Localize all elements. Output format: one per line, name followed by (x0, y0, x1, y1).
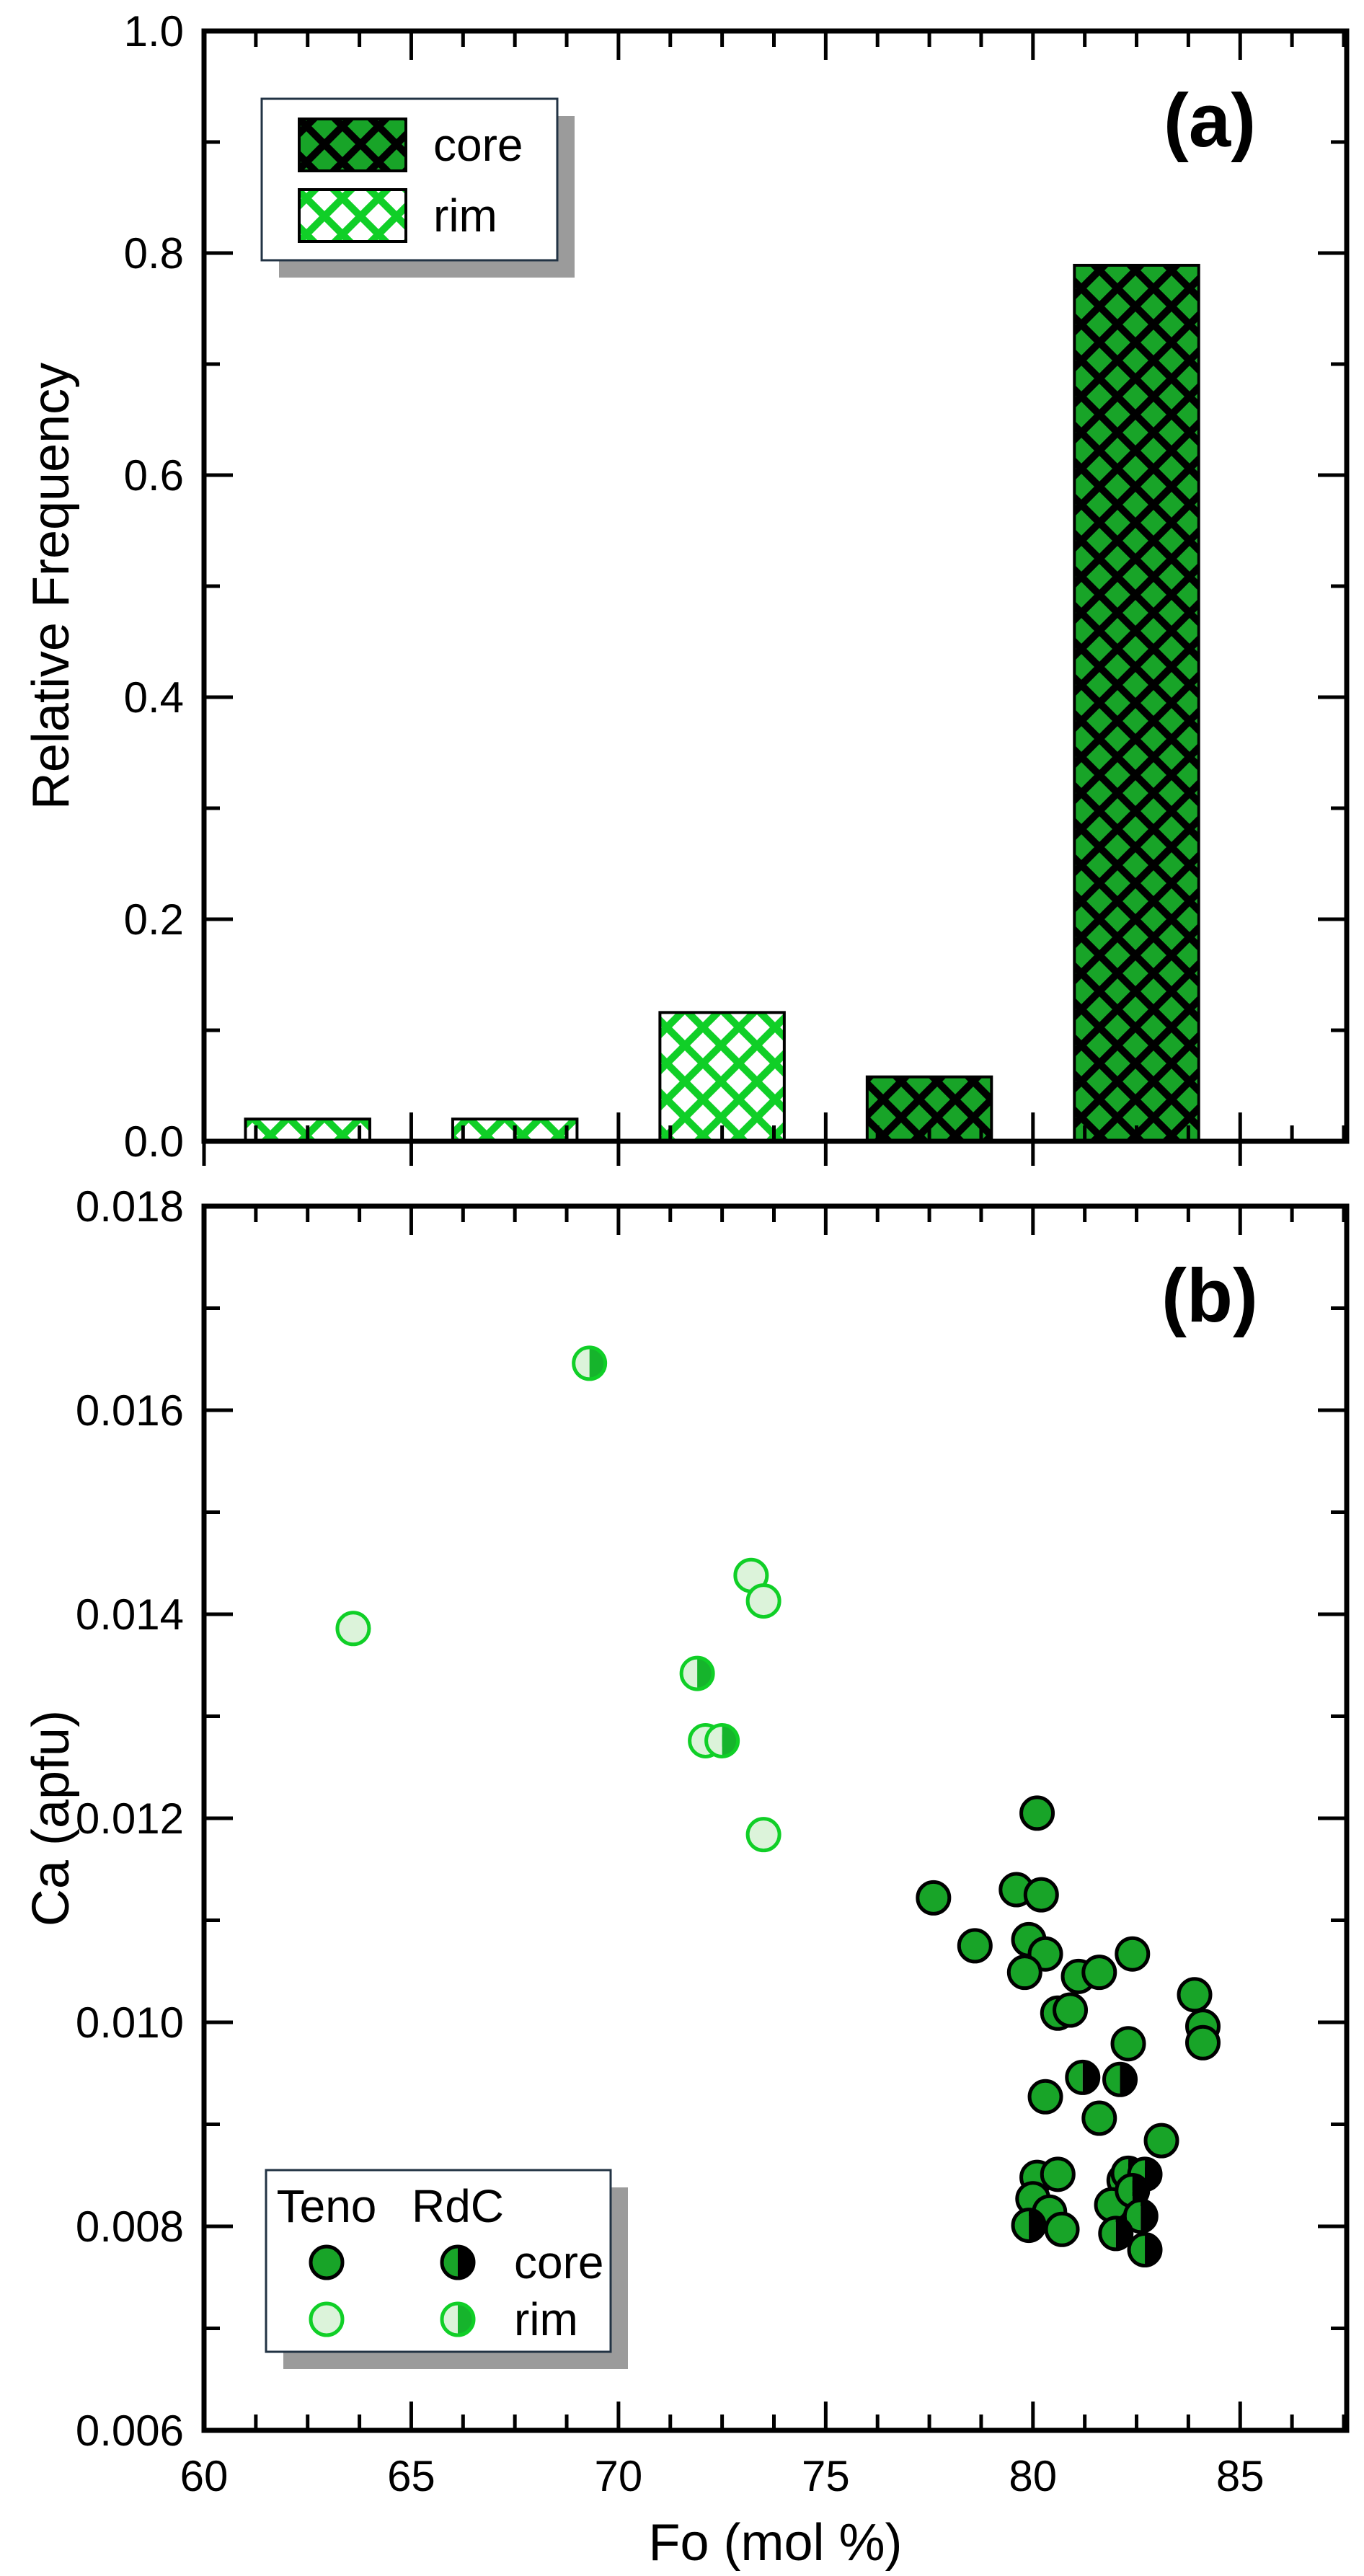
histogram-panel: 0.0 0.2 0.4 0.6 0.8 1.0 Relative Frequency (a) c… (22, 7, 1350, 1166)
data-point (1044, 2211, 1080, 2247)
histogram-bars (244, 263, 1200, 1143)
data-point (1023, 1877, 1059, 1913)
x-tick-label: 80 (1009, 2452, 1057, 2500)
bar-rim (658, 1011, 786, 1143)
y-tick-label: 0.016 (76, 1386, 184, 1435)
data-point (1019, 1795, 1055, 1831)
data-point (1081, 2100, 1117, 2136)
bar-core (1073, 263, 1200, 1143)
legend-a-label-rim: rim (433, 190, 497, 242)
y-tick-label: 0.2 (124, 895, 184, 944)
data-point (1185, 2024, 1221, 2061)
data-point (745, 1817, 781, 1853)
y-tick-label: 0.8 (124, 229, 184, 278)
data-point (1027, 2079, 1063, 2115)
x-tick-label: 70 (595, 2452, 643, 2500)
data-point (1053, 1992, 1089, 2028)
series-rdc-rim (572, 1345, 740, 1758)
y-tick-label: 0.014 (76, 1590, 184, 1639)
data-point (1177, 1977, 1213, 2013)
y-axis-title-b: Ca (apfu) (22, 1710, 80, 1926)
x-tick-label: 65 (387, 2452, 435, 2500)
legend-a: core rim (260, 97, 575, 278)
y-tick-label: 0.010 (76, 1999, 184, 2047)
x-axis-title-b: Fo (mol %) (648, 2514, 902, 2572)
legend-a-swatch-core (298, 118, 407, 172)
legend-b-header-teno: Teno (277, 2180, 377, 2232)
data-point (1040, 2156, 1076, 2192)
data-point (335, 1611, 371, 1647)
data-point (1110, 2026, 1146, 2062)
scatter-panel: 0.006 0.008 0.010 0.012 0.014 0.016 0.018 60 65 7… (22, 1182, 1350, 2572)
series-teno-core (916, 1795, 1221, 2247)
y-tick-label: 0.012 (76, 1794, 184, 1843)
x-tick-label: 75 (802, 2452, 850, 2500)
legend-b-marker-teno-core (309, 2244, 345, 2280)
legend-b-header-rdc: RdC (412, 2180, 504, 2232)
legend-a-label-core: core (433, 119, 523, 171)
y-tick-label: 0.006 (76, 2407, 184, 2455)
y-tick-label: 0.6 (124, 451, 184, 500)
legend-a-swatch-rim (298, 188, 407, 243)
x-tick-label: 60 (180, 2452, 229, 2500)
series-rdc-core (1011, 2059, 1163, 2268)
data-point (1081, 1955, 1117, 1991)
legend-b-marker-teno-rim (309, 2301, 345, 2337)
data-point (1006, 1955, 1042, 1991)
data-point (957, 1928, 993, 1964)
data-point (916, 1880, 952, 1916)
data-point (745, 1583, 781, 1619)
x-tick-label: 85 (1216, 2452, 1265, 2500)
panel-letter: (b) (1161, 1254, 1258, 1338)
y-tick-label: 0.0 (124, 1117, 184, 1166)
data-point (1115, 1936, 1151, 1972)
legend-b-label-core: core (514, 2236, 604, 2288)
y-axis-title-a: Relative Frequency (22, 363, 80, 810)
legend-b-label-rim: rim (514, 2293, 578, 2345)
series-teno-rim (335, 1557, 781, 1853)
scatter-points (335, 1345, 1221, 2268)
y-tick-label: 0.4 (124, 673, 184, 722)
y-tick-label: 1.0 (124, 7, 184, 56)
panel-letter: (a) (1164, 79, 1256, 163)
y-tick-label: 0.018 (76, 1182, 184, 1231)
y-tick-label: 0.008 (76, 2203, 184, 2251)
data-point (1143, 2123, 1179, 2159)
